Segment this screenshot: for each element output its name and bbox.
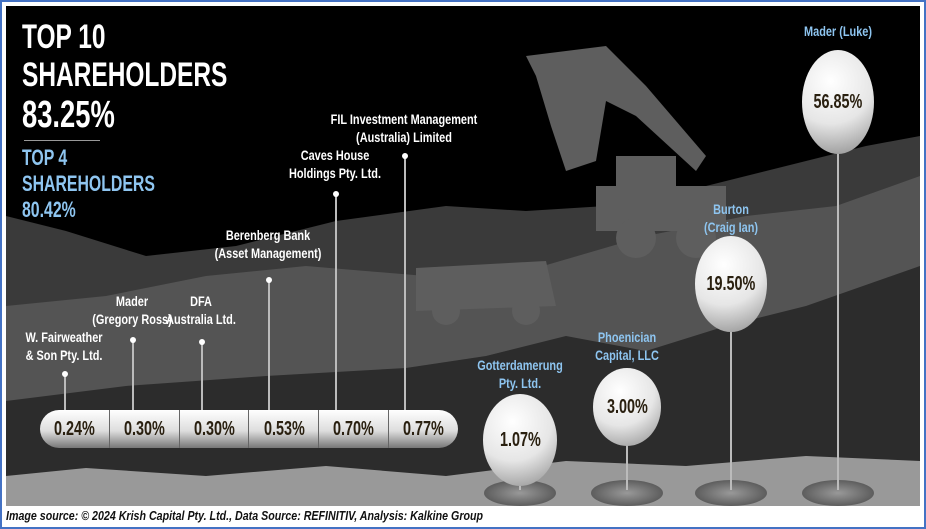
shareholder-name-line1: Mader [115,293,149,309]
shareholder-name-line2: (Gregory Ross) [92,311,172,327]
pill-segment: 0.30% [110,410,180,448]
leader-dot [333,191,339,197]
shareholder-name-line2: Australia Ltd. [166,311,236,327]
value-label: 0.24% [53,417,95,440]
shareholder-name-line2: (Australia) Limited [356,129,452,145]
shareholder-label: Phoenician Capital, LLC [595,328,659,364]
shareholder-name-line1: Berenberg Bank [225,227,311,243]
subhead-line2: SHAREHOLDERS [22,171,155,196]
leader-dot [266,277,272,283]
balloon: 56.85% [802,50,874,154]
shareholder-label: W. Fairweather & Son Pty. Ltd. [25,328,102,364]
value-label: 3.00% [606,395,648,418]
leader-line [404,156,406,410]
pill-segment: 0.30% [180,410,250,448]
pill-segment: 0.70% [319,410,390,448]
shareholder-label: DFA Australia Ltd. [166,292,236,328]
shareholder-name-line1: DFA [190,293,212,309]
pill-segment: 0.77% [389,410,458,448]
balloon: 3.00% [593,368,661,446]
leader-dot [130,337,136,343]
shareholder-name-line1: FIL Investment Management [330,111,478,127]
small-holders-pill: 0.24% 0.30% 0.30% 0.53% 0.70% 0.77% [40,410,458,448]
shareholder-label: FIL Investment Management (Australia) Lim… [331,110,478,146]
truck-silhouette [416,261,556,325]
pill-segment: 0.53% [249,410,320,448]
chart-panel: TOP 10 SHAREHOLDERS 83.25% TOP 4 SHAREHO… [6,6,920,506]
headline-value: 83.25% [22,94,115,136]
headline-line2: SHAREHOLDERS [22,56,228,94]
subhead-line1: TOP 4 [22,145,68,170]
shareholder-name-line2: Pty. Ltd. [498,375,542,391]
leader-line [268,280,270,410]
shareholder-label: Gotterdamerung Pty. Ltd. [477,356,563,392]
shareholder-label: Caves House Holdings Pty. Ltd. [289,146,381,182]
shareholder-name-line2: Capital, LLC [595,347,659,363]
balloon-stick [519,482,521,490]
shareholder-name-line1: Caves House [300,147,370,163]
leader-line [335,194,337,410]
balloon-stick [837,150,839,490]
value-label: 0.30% [123,417,165,440]
shareholder-name-line1: Mader (Luke) [804,23,872,39]
leader-dot [62,371,68,377]
shareholder-name-line1: Burton [713,201,749,217]
shareholder-name-line2: (Asset Management) [214,245,322,261]
shareholder-name-line1: Gotterdamerung [477,357,563,373]
value-label: 1.07% [499,428,541,451]
shareholder-label: Mader (Gregory Ross) [92,292,171,328]
shareholder-name-line2: (Craig Ian) [703,219,759,235]
value-label: 0.77% [403,417,444,440]
value-label: 0.30% [193,417,235,440]
value-label: 56.85% [813,90,863,113]
shareholder-name-line1: Phoenician [597,329,657,345]
value-label: 0.70% [333,417,375,440]
balloon-stick [730,328,732,490]
value-label: 19.50% [706,272,756,295]
subhead-value: 80.42% [22,197,76,222]
shareholder-label: Burton (Craig Ian) [704,200,758,236]
shareholder-name-line2: Holdings Pty. Ltd. [288,165,382,181]
source-caption: Image source: © 2024 Krish Capital Pty. … [6,508,484,523]
leader-line [201,342,203,410]
balloon: 19.50% [695,236,767,332]
headline-line1: TOP 10 [22,18,106,56]
leader-dot [402,153,408,159]
leader-dot [199,339,205,345]
shareholder-label: Berenberg Bank (Asset Management) [215,226,322,262]
shareholder-name-line2: & Son Pty. Ltd. [25,347,103,363]
shareholder-label: Mader (Luke) [804,22,872,40]
balloon-stick [626,442,628,490]
pill-segment: 0.24% [40,410,110,448]
leader-line [132,340,134,410]
leader-line [64,374,66,410]
excavator-silhouette [526,46,726,258]
value-label: 0.53% [263,417,305,440]
divider [24,140,100,141]
shareholder-name-line1: W. Fairweather [25,329,103,345]
balloon: 1.07% [483,394,557,486]
